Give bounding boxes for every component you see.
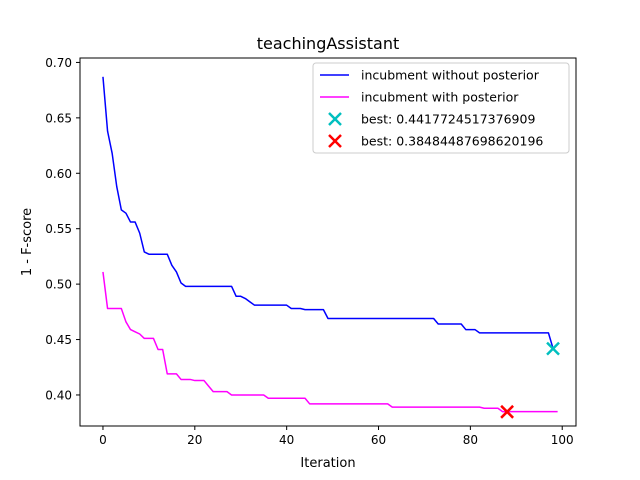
x-axis: 0 20 40 60 80 100: [99, 426, 574, 447]
legend-entry-1: incubment without posterior: [320, 68, 540, 83]
best-marker-1-stroke-b: [546, 341, 560, 356]
y-axis-label: 1 - F-score: [20, 208, 35, 276]
plot-lines: [102, 76, 558, 413]
best-marker-2-stroke-b: [500, 404, 514, 419]
series-line-1: [102, 76, 554, 349]
y-tick-label: 0.40: [45, 388, 72, 402]
plot-frame: [79, 57, 577, 427]
x-tick-label: 40: [279, 433, 294, 447]
legend-marker-stroke-b: [328, 134, 342, 148]
plot-markers: [500, 341, 560, 419]
x-axis-label: Iteration: [300, 456, 355, 471]
chart-title: teachingAssistant: [257, 34, 400, 53]
legend-label: best: 0.4417724517376909: [361, 112, 535, 127]
x-tick-label: 80: [463, 433, 478, 447]
x-tick-label: 0: [99, 433, 107, 447]
y-tick-label: 0.60: [45, 167, 72, 181]
legend-box: [312, 62, 570, 154]
legend-label: incubment with posterior: [361, 90, 519, 105]
legend-marker: [328, 112, 342, 126]
best-marker-1: [546, 341, 560, 356]
legend-entry-4: best: 0.38484487698620196: [328, 134, 543, 149]
y-tick-label: 0.45: [45, 333, 72, 347]
legend-label: best: 0.38484487698620196: [361, 134, 543, 149]
x-tick-label: 100: [551, 433, 574, 447]
legend-marker-stroke-b: [328, 112, 342, 126]
legend-entry-2: incubment with posterior: [320, 90, 519, 105]
x-tick-label: 60: [371, 433, 386, 447]
legend-label: incubment without posterior: [361, 68, 540, 83]
x-tick-label: 20: [187, 433, 202, 447]
y-tick-label: 0.50: [45, 278, 72, 292]
y-axis: 0.40 0.45 0.50 0.55 0.60 0.65 0.70: [45, 56, 80, 402]
legend-marker: [328, 134, 342, 148]
y-tick-label: 0.55: [45, 222, 72, 236]
y-tick-label: 0.65: [45, 111, 72, 125]
y-tick-label: 0.70: [45, 56, 72, 70]
best-marker-2: [500, 404, 514, 419]
legend: incubment without posterior incubment wit…: [312, 62, 570, 154]
legend-entry-3: best: 0.4417724517376909: [328, 112, 535, 127]
series-line-2: [102, 271, 558, 413]
